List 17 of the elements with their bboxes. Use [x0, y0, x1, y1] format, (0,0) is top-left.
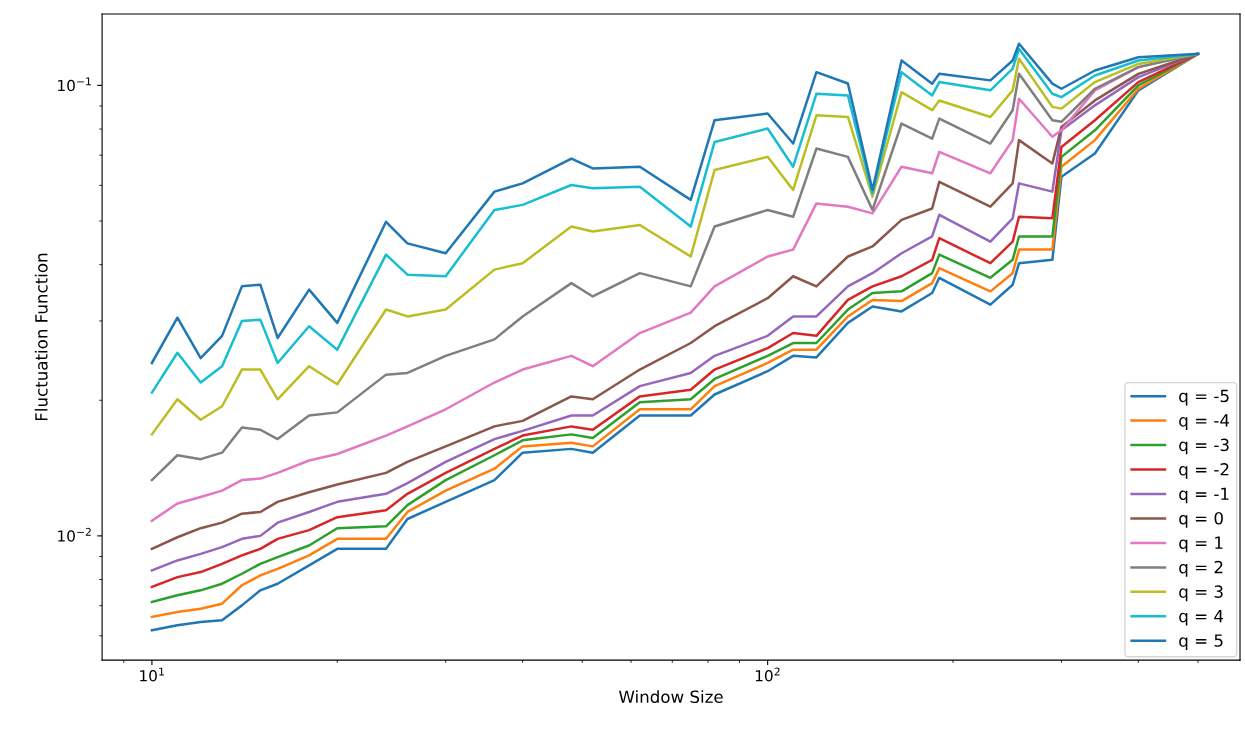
legend-label: q = -5	[1179, 389, 1229, 406]
x-tick-label: 10$^{1}$	[140, 667, 164, 682]
legend-label: q = 1	[1179, 536, 1223, 553]
legend-label: q = -1	[1179, 487, 1229, 504]
legend-label: q = -4	[1179, 414, 1230, 430]
legend-label: q = 5	[1179, 634, 1223, 651]
legend-label: q = 4	[1179, 610, 1224, 626]
y-tick-label: 10$^{−1}$	[58, 77, 91, 92]
legend-label: q = 3	[1179, 585, 1223, 602]
legend-label: q = -2	[1179, 463, 1229, 479]
legend-label: q = -3	[1179, 438, 1229, 455]
y-axis-title: Fluctuation Function	[34, 253, 48, 421]
legend-label: q = 0	[1179, 511, 1223, 528]
x-axis-title: Window Size	[619, 690, 723, 704]
y-tick-label: 10$^{−2}$	[58, 527, 91, 542]
x-tick-label: 10$^{2}$	[755, 667, 780, 682]
legend-label: q = 2	[1179, 560, 1223, 577]
